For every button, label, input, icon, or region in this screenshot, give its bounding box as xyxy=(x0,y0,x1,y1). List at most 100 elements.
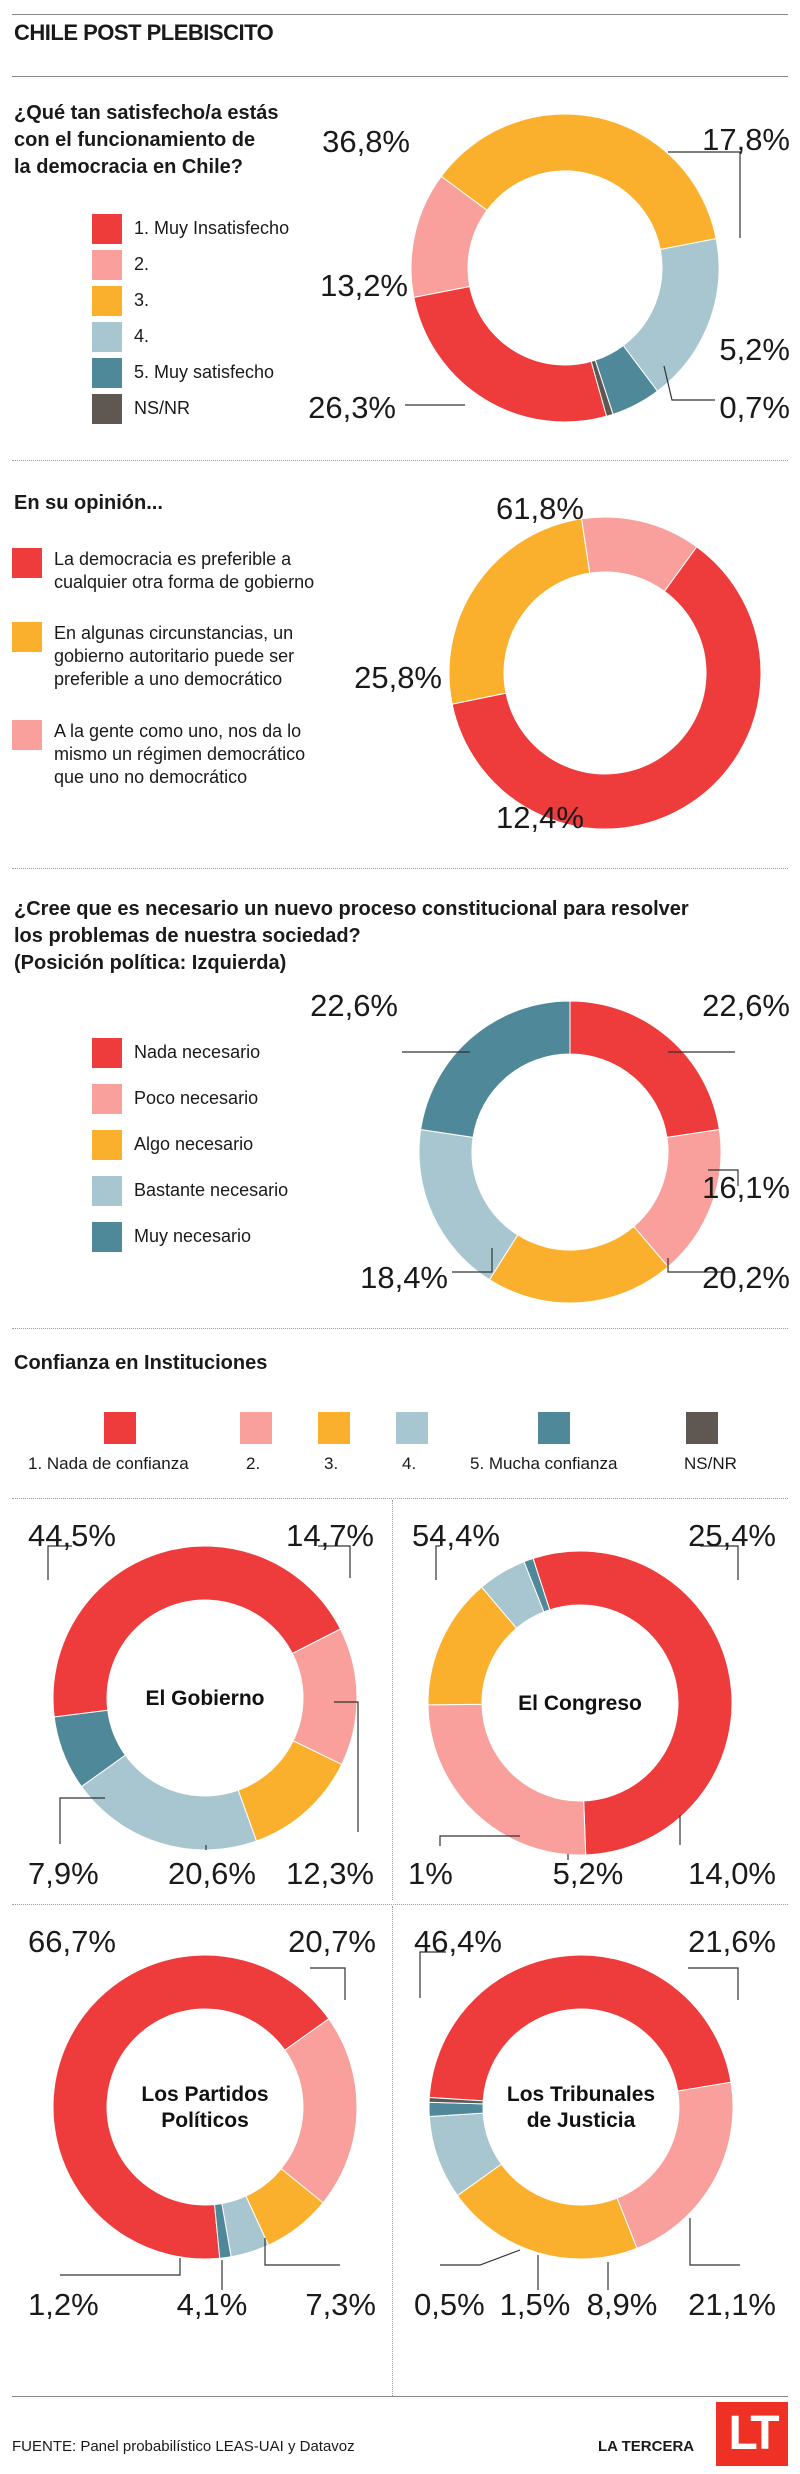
percent-label: 44,5% xyxy=(28,1518,116,1553)
leader-line xyxy=(264,2238,340,2266)
section-divider xyxy=(12,1904,788,1905)
swatch-orange xyxy=(12,622,42,652)
chart-title: El Gobierno xyxy=(145,1687,264,1710)
swatch-pink xyxy=(92,1084,122,1114)
swatch-red xyxy=(104,1412,136,1444)
percent-label: 5,2% xyxy=(553,1856,624,1891)
percent-label: 46,4% xyxy=(414,1924,502,1959)
leader-line xyxy=(708,1169,739,1186)
percent-label: 7,3% xyxy=(305,2287,376,2322)
swatch-lightblue xyxy=(92,322,122,352)
leader-line xyxy=(419,1951,446,1998)
donut-slice xyxy=(420,1000,571,1138)
percent-label: 17,8% xyxy=(702,122,790,157)
chart-title: Políticos xyxy=(161,2109,249,2132)
leader-line xyxy=(435,1545,440,1580)
leader-line xyxy=(60,2258,181,2276)
la-tercera-logo: LT xyxy=(716,2402,788,2466)
percent-label: 7,9% xyxy=(28,1856,99,1891)
swatch-orange xyxy=(92,286,122,316)
brand-name: LA TERCERA xyxy=(598,2438,695,2455)
section-divider xyxy=(12,460,788,461)
donut-slice xyxy=(523,1557,551,1613)
leader-line xyxy=(59,1797,105,1844)
donut-slice xyxy=(52,1954,330,2260)
swatch-orange xyxy=(318,1412,350,1444)
percent-label: 20,7% xyxy=(288,1924,376,1959)
percent-label: 0,5% xyxy=(414,2287,485,2322)
donut-slice xyxy=(590,359,614,417)
percent-label: 66,7% xyxy=(28,1924,116,1959)
question-satisfaccion: ¿Qué tan satisfecho/a estás con el funci… xyxy=(14,102,279,178)
donut-slice xyxy=(456,2163,638,2260)
chart-title: Los Tribunales xyxy=(507,2083,655,2106)
legend-label: 2. xyxy=(246,1454,261,1473)
swatch-gray xyxy=(92,394,122,424)
percent-label: 5,2% xyxy=(719,332,790,367)
leader-line xyxy=(688,1967,739,2000)
legend-label: 5. Mucha confianza xyxy=(470,1454,618,1473)
leader-line xyxy=(663,365,715,401)
donut-slice xyxy=(413,285,608,423)
percent-label: 12,4% xyxy=(496,800,584,835)
donut-slice xyxy=(440,113,717,251)
swatch-pink xyxy=(12,720,42,750)
swatch-lightblue xyxy=(92,1176,122,1206)
donut-slice xyxy=(418,1128,519,1281)
percent-label: 26,3% xyxy=(308,390,396,425)
top-rule xyxy=(12,14,788,15)
percent-label: 14,7% xyxy=(286,1518,374,1553)
leader-line xyxy=(700,1545,739,1580)
leader-line xyxy=(310,1967,346,2000)
percent-label: 1% xyxy=(408,1856,453,1891)
swatch-red xyxy=(12,548,42,578)
chart-title: El Congreso xyxy=(518,1692,642,1715)
swatch-red xyxy=(92,1038,122,1068)
question-proceso: ¿Cree que es necesario un nuevo proceso … xyxy=(14,898,689,974)
percent-label: 8,9% xyxy=(587,2287,658,2322)
section-title-confianza: Confianza en Instituciones xyxy=(14,1352,268,1374)
percent-label: 21,6% xyxy=(688,1924,776,1959)
legend-label: 3. xyxy=(324,1454,339,1473)
percent-label: 16,1% xyxy=(702,1170,790,1205)
donut-slice xyxy=(569,1000,720,1138)
donut-slice xyxy=(532,1550,733,1856)
percent-label: 54,4% xyxy=(412,1518,500,1553)
percent-label: 22,6% xyxy=(310,988,398,1023)
percent-label: 14,0% xyxy=(688,1856,776,1891)
swatch-teal xyxy=(92,1222,122,1252)
chart-title: Los Partidos xyxy=(141,2083,268,2106)
donut-slice xyxy=(428,1954,732,2102)
donut-slice xyxy=(53,1709,127,1788)
donut-slice xyxy=(616,2081,734,2249)
swatch-teal xyxy=(538,1412,570,1444)
donut-slice xyxy=(52,1545,342,1718)
percent-label: 12,3% xyxy=(286,1856,374,1891)
question-opinion: En su opinión... xyxy=(14,492,163,514)
leader-line xyxy=(318,1545,351,1578)
source-note: FUENTE: Panel probabilístico LEAS-UAI y … xyxy=(12,2438,355,2455)
leader-line xyxy=(689,2218,740,2266)
leader-line xyxy=(334,1701,359,1832)
legend-label: 1. Nada de confianza xyxy=(28,1454,189,1473)
percent-label: 18,4% xyxy=(360,1260,448,1295)
percent-label: 1,2% xyxy=(28,2287,99,2322)
percent-label: 20,6% xyxy=(168,1856,256,1891)
percent-label: 4,1% xyxy=(177,2287,248,2322)
donut-slice xyxy=(280,2018,358,2204)
swatch-red xyxy=(92,214,122,244)
percent-label: 1,5% xyxy=(500,2287,571,2322)
donut-slice xyxy=(580,516,698,592)
legend-label: NS/NR xyxy=(684,1454,737,1473)
percent-label: 61,8% xyxy=(496,491,584,526)
section-divider xyxy=(12,868,788,869)
leader-line xyxy=(439,1835,520,1846)
leader-line xyxy=(668,151,741,238)
donut-slice xyxy=(451,546,762,830)
donut-slice xyxy=(428,2096,484,2105)
title-rule xyxy=(12,76,788,77)
percent-label: 22,6% xyxy=(702,988,790,1023)
percent-label: 25,4% xyxy=(688,1518,776,1553)
donut-slice xyxy=(213,2202,232,2259)
